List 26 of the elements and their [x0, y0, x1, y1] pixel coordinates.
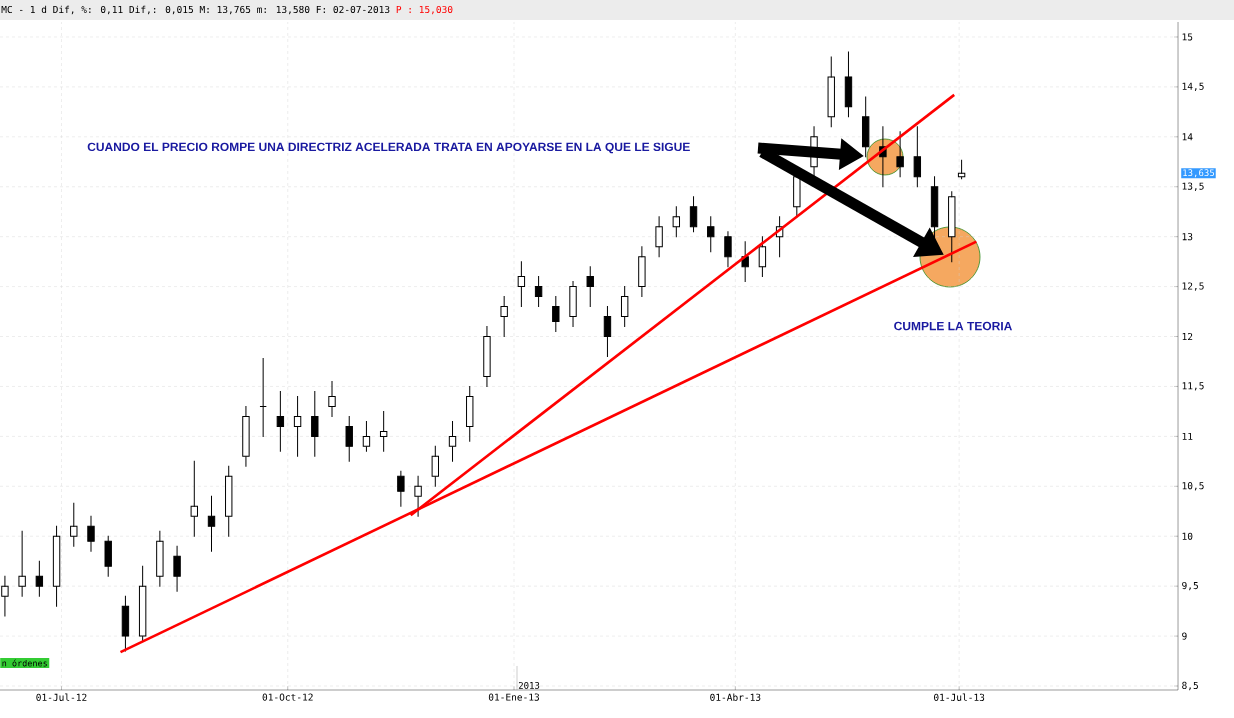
x-tick-label: 01-Abr-13 — [710, 693, 761, 701]
y-tick-label: 13 — [1182, 233, 1193, 241]
x-tick-label: 01-Oct-12 — [262, 693, 313, 701]
chart-subtitle: P : 15,030 — [396, 5, 453, 15]
annotation: n órdenes — [2, 659, 47, 667]
text: 13,635 — [1183, 169, 1215, 178]
x-tick-label: 01-Jul-13 — [934, 693, 985, 701]
y-tick-label: 9 — [1182, 632, 1187, 640]
annotation: CUANDO EL PRECIO ROMPE UNA DIRECTRIZ ACELERADA TRATA EN APOYARSE EN LA QUE LE SIGUE — [87, 142, 690, 154]
y-tick-label: 11,5 — [1182, 382, 1204, 391]
y-tick-label: 10,5 — [1182, 482, 1204, 491]
y-tick-label: 14,5 — [1182, 82, 1204, 92]
chart-title: MC - 1 d Dif, %: 0,11 Dif,: 0,015 M: 13,765 m: 13,580 F: 02-07-2013 — [1, 5, 390, 15]
y-tick-label: 9,5 — [1182, 581, 1198, 591]
y-tick-label: 12,5 — [1182, 282, 1204, 291]
y-tick-label: 12 — [1182, 332, 1193, 341]
y-tick-label: 14 — [1182, 133, 1193, 141]
x-tick-label: 01-Ene-13 — [488, 693, 540, 701]
annotation: CUMPLE LA TEORIA — [894, 321, 1013, 331]
y-tick-label: 11 — [1182, 432, 1193, 440]
y-tick-label: 8,5 — [1182, 681, 1198, 691]
x-tick-label: 01-Jul-12 — [36, 693, 87, 701]
y-tick-label: 15 — [1182, 33, 1193, 41]
y-tick-label: 10 — [1182, 532, 1193, 540]
annotation: 2013 — [518, 681, 540, 689]
y-tick-label: 13,5 — [1182, 182, 1204, 191]
